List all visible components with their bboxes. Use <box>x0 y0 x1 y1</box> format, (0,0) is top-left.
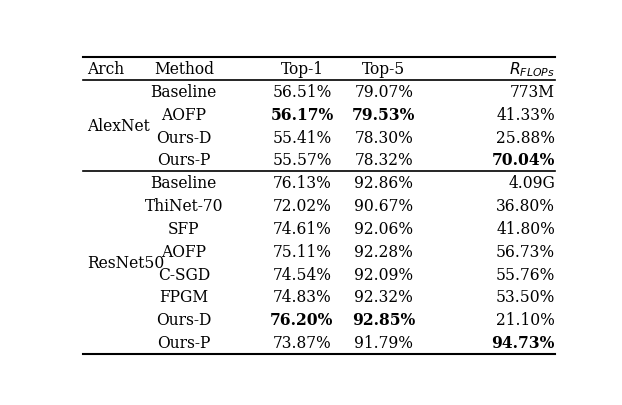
Text: 94.73%: 94.73% <box>491 335 555 351</box>
Text: 78.30%: 78.30% <box>355 129 413 146</box>
Text: 55.76%: 55.76% <box>496 266 555 283</box>
Text: Top-1: Top-1 <box>281 61 323 78</box>
Text: Arch: Arch <box>87 61 124 78</box>
Text: 73.87%: 73.87% <box>272 335 332 351</box>
Text: C-SGD: C-SGD <box>157 266 210 283</box>
Text: 76.13%: 76.13% <box>272 175 332 192</box>
Text: 78.32%: 78.32% <box>355 152 413 169</box>
Text: 72.02%: 72.02% <box>272 198 332 215</box>
Text: 90.67%: 90.67% <box>355 198 414 215</box>
Text: 56.17%: 56.17% <box>271 107 333 124</box>
Text: Ours-D: Ours-D <box>156 311 211 328</box>
Text: ResNet50: ResNet50 <box>87 255 165 271</box>
Text: 92.32%: 92.32% <box>355 289 413 306</box>
Text: 92.85%: 92.85% <box>352 311 415 328</box>
Text: 21.10%: 21.10% <box>496 311 555 328</box>
Text: 92.09%: 92.09% <box>355 266 414 283</box>
Text: 55.57%: 55.57% <box>272 152 332 169</box>
Text: AOFP: AOFP <box>161 107 207 124</box>
Text: 92.86%: 92.86% <box>355 175 414 192</box>
Text: 41.80%: 41.80% <box>496 220 555 237</box>
Text: Ours-P: Ours-P <box>157 335 210 351</box>
Text: 92.28%: 92.28% <box>355 243 413 260</box>
Text: ThiNet-70: ThiNet-70 <box>144 198 223 215</box>
Text: AOFP: AOFP <box>161 243 207 260</box>
Text: 41.33%: 41.33% <box>496 107 555 124</box>
Text: 36.80%: 36.80% <box>496 198 555 215</box>
Text: Top-5: Top-5 <box>362 61 406 78</box>
Text: Method: Method <box>154 61 214 78</box>
Text: 55.41%: 55.41% <box>272 129 332 146</box>
Text: $R_{FLOPs}$: $R_{FLOPs}$ <box>509 60 555 79</box>
Text: 76.20%: 76.20% <box>270 311 333 328</box>
Text: 53.50%: 53.50% <box>496 289 555 306</box>
Text: FPGM: FPGM <box>159 289 208 306</box>
Text: AlexNet: AlexNet <box>87 118 150 135</box>
Text: 56.51%: 56.51% <box>272 84 332 100</box>
Text: Baseline: Baseline <box>151 84 217 100</box>
Text: Ours-P: Ours-P <box>157 152 210 169</box>
Text: 74.54%: 74.54% <box>272 266 332 283</box>
Text: Baseline: Baseline <box>151 175 217 192</box>
Text: 70.04%: 70.04% <box>491 152 555 169</box>
Text: 25.88%: 25.88% <box>496 129 555 146</box>
Text: 79.07%: 79.07% <box>355 84 414 100</box>
Text: 75.11%: 75.11% <box>272 243 332 260</box>
Text: 773M: 773M <box>510 84 555 100</box>
Text: SFP: SFP <box>168 220 200 237</box>
Text: Ours-D: Ours-D <box>156 129 211 146</box>
Text: 56.73%: 56.73% <box>496 243 555 260</box>
Text: 74.61%: 74.61% <box>272 220 332 237</box>
Text: 91.79%: 91.79% <box>355 335 414 351</box>
Text: 4.09G: 4.09G <box>508 175 555 192</box>
Text: 74.83%: 74.83% <box>272 289 332 306</box>
Text: 92.06%: 92.06% <box>355 220 414 237</box>
Text: 79.53%: 79.53% <box>352 107 415 124</box>
